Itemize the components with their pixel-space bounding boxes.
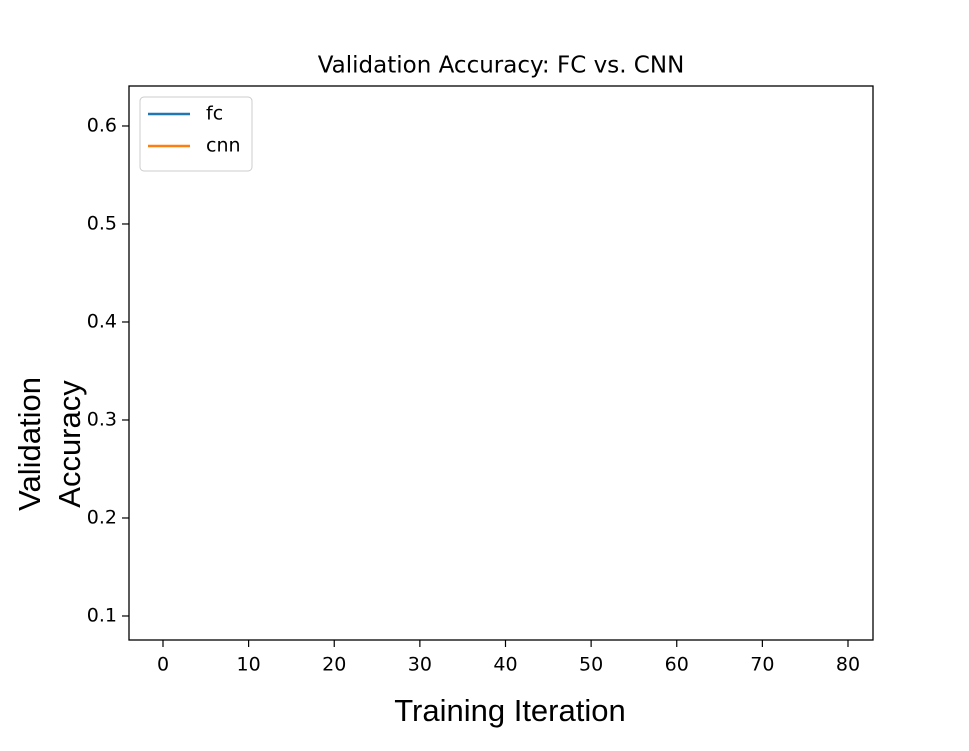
x-tick-label: 60	[665, 654, 689, 676]
y-tick-label: 0.2	[87, 506, 117, 528]
plot-frame	[128, 85, 874, 641]
y-tick-label: 0.3	[87, 408, 117, 430]
x-tick-label: 30	[408, 654, 432, 676]
x-axis-label: Training Iteration	[394, 693, 625, 728]
legend-label: fc	[206, 103, 223, 125]
x-tick-label: 20	[322, 654, 346, 676]
x-tick-label: 40	[493, 654, 517, 676]
y-tick-label: 0.6	[87, 114, 117, 136]
legend-label: cnn	[206, 135, 241, 157]
legend-box	[139, 96, 253, 172]
x-tick-label: 10	[237, 654, 261, 676]
chart-title: Validation Accuracy: FC vs. CNN	[318, 53, 685, 79]
y-tick-label: 0.4	[87, 310, 117, 332]
x-tick-label: 70	[750, 654, 774, 676]
x-tick-label: 0	[157, 654, 169, 676]
y-axis-label: Validation	[12, 377, 47, 511]
x-tick-label: 50	[579, 654, 603, 676]
y-axis-label: Accuracy	[52, 380, 87, 508]
y-tick-label: 0.5	[87, 212, 117, 234]
x-tick-label: 80	[836, 654, 860, 676]
y-tick-label: 0.1	[87, 604, 117, 626]
